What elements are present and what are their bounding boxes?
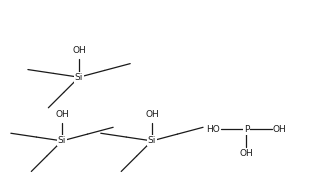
Text: OH: OH — [145, 110, 159, 119]
Text: Si: Si — [58, 136, 66, 145]
Text: Si: Si — [75, 73, 83, 82]
Text: HO: HO — [206, 125, 220, 134]
Text: OH: OH — [55, 110, 69, 119]
Text: P: P — [244, 125, 249, 134]
Text: Si: Si — [148, 136, 156, 145]
Text: OH: OH — [240, 149, 253, 158]
Text: OH: OH — [273, 125, 287, 134]
Text: OH: OH — [72, 46, 86, 55]
